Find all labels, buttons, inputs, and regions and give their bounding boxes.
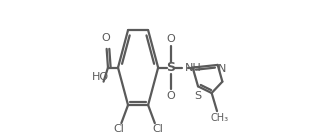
Text: O: O [101,33,110,43]
Text: N: N [218,64,227,74]
Text: CH₃: CH₃ [210,113,229,123]
Text: HO: HO [91,72,109,82]
Text: NH: NH [185,63,202,73]
Text: O: O [166,91,175,101]
Text: Cl: Cl [152,124,163,134]
Text: S: S [194,91,201,101]
Text: S: S [166,61,175,74]
Text: O: O [166,35,175,44]
Text: Cl: Cl [113,124,124,134]
